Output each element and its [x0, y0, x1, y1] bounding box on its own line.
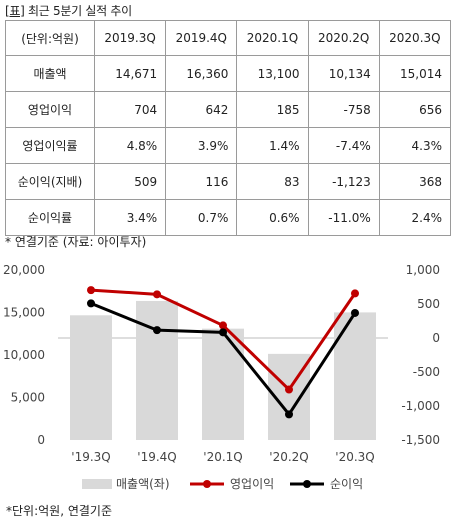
table-cell: 10,134 — [307, 55, 380, 92]
table-cell: 16,360 — [165, 55, 238, 92]
table-cell: 509 — [93, 163, 167, 200]
column-header: 2019.4Q — [165, 20, 238, 56]
table-cell: 185 — [236, 91, 309, 128]
table-cell: 3.9% — [165, 127, 238, 164]
column-header: 2020.2Q — [307, 20, 380, 56]
legend-label: 영업이익 — [230, 477, 274, 491]
category-label: '20.2Q — [269, 450, 308, 464]
series-point — [87, 299, 95, 308]
right-tick-label: 0 — [432, 331, 440, 345]
row-label: 영업이익 — [5, 91, 95, 128]
table-cell: 14,671 — [93, 55, 167, 92]
series-point — [219, 328, 227, 337]
left-tick-label: 0 — [37, 433, 45, 447]
category-label: '19.3Q — [71, 450, 110, 464]
category-label: '19.4Q — [137, 450, 176, 464]
series-point — [351, 308, 359, 317]
row-label: 영업이익률 — [5, 127, 95, 164]
series-point — [219, 321, 227, 330]
caption-bracket: [표] — [5, 4, 25, 18]
left-tick-label: 10,000 — [3, 348, 45, 362]
row-label: 매출액 — [5, 55, 95, 92]
row-label: 순이익(지배) — [5, 163, 95, 200]
left-tick-label: 15,000 — [3, 306, 45, 320]
table-cell: -7.4% — [307, 127, 380, 164]
column-header: 2020.1Q — [236, 20, 309, 56]
table-cell: 2.4% — [378, 199, 452, 236]
table-cell: 704 — [93, 91, 167, 128]
table-cell: -758 — [307, 91, 380, 128]
table-cell: -11.0% — [307, 199, 380, 236]
left-tick-label: 20,000 — [3, 263, 45, 277]
table-cell: 4.3% — [378, 127, 452, 164]
table-row-operating-profit: 영업이익 704 642 185 -758 656 — [5, 91, 452, 128]
table-cell: 368 — [378, 163, 452, 200]
revenue-bar — [70, 315, 112, 440]
table-cell: 83 — [236, 163, 309, 200]
table-cell: 15,014 — [378, 55, 452, 92]
column-header: 2020.3Q — [378, 20, 452, 56]
series-point — [87, 286, 95, 295]
table-caption: [표] 최근 5분기 실적 추이 — [5, 2, 132, 19]
right-tick-label: -1,000 — [401, 399, 440, 413]
caption-title: 최근 5분기 실적 추이 — [28, 4, 132, 18]
left-tick-label: 5,000 — [11, 391, 45, 405]
table-cell: 1.4% — [236, 127, 309, 164]
table-row-operating-margin: 영업이익률 4.8% 3.9% 1.4% -7.4% 4.3% — [5, 127, 452, 164]
table-cell: -1,123 — [307, 163, 380, 200]
legend-label: 매출액(좌) — [116, 477, 170, 491]
revenue-bar — [334, 312, 376, 440]
table-cell: 656 — [378, 91, 452, 128]
series-point — [351, 289, 359, 298]
table-cell: 116 — [165, 163, 238, 200]
unit-footnote: *단위:억원, 연결기준 — [6, 504, 112, 518]
legend-label: 순이익 — [330, 477, 363, 491]
series-point — [285, 385, 293, 394]
right-tick-label: -1,500 — [401, 433, 440, 447]
unit-label: (단위:억원) — [5, 20, 95, 56]
table-row-net-margin: 순이익률 3.4% 0.7% 0.6% -11.0% 2.4% — [5, 199, 452, 236]
category-label: '20.3Q — [335, 450, 374, 464]
revenue-bar — [136, 300, 178, 440]
table-cell: 0.6% — [236, 199, 309, 236]
earnings-chart: 0 5,000 10,000 15,000 20,000 -1,500 -1,000 -500… — [3, 263, 440, 491]
legend-swatch-marker — [203, 480, 211, 488]
source-note: * 연결기준 (자료: 아이투자) — [5, 235, 147, 249]
table-cell: 4.8% — [93, 127, 167, 164]
table-row-net-income: 순이익(지배) 509 116 83 -1,123 368 — [5, 163, 452, 200]
table-cell: 3.4% — [93, 199, 167, 236]
row-label: 순이익률 — [5, 199, 95, 236]
category-label: '20.1Q — [203, 450, 242, 464]
right-tick-label: 1,000 — [406, 263, 440, 277]
table-header-row: (단위:억원) 2019.3Q 2019.4Q 2020.1Q 2020.2Q … — [5, 20, 452, 56]
right-tick-label: 500 — [417, 297, 440, 311]
revenue-bar — [202, 328, 244, 440]
table-cell: 13,100 — [236, 55, 309, 92]
legend-swatch-marker — [303, 480, 311, 488]
series-point — [153, 326, 161, 335]
earnings-table: (단위:억원) 2019.3Q 2019.4Q 2020.1Q 2020.2Q … — [5, 20, 452, 236]
table-cell: 642 — [165, 91, 238, 128]
table-cell: 0.7% — [165, 199, 238, 236]
right-tick-label: -500 — [413, 365, 440, 379]
legend-swatch-bar — [82, 479, 112, 489]
column-header: 2019.3Q — [93, 20, 167, 56]
series-point — [153, 290, 161, 299]
table-row-revenue: 매출액 14,671 16,360 13,100 10,134 15,014 — [5, 55, 452, 92]
series-point — [285, 410, 293, 419]
